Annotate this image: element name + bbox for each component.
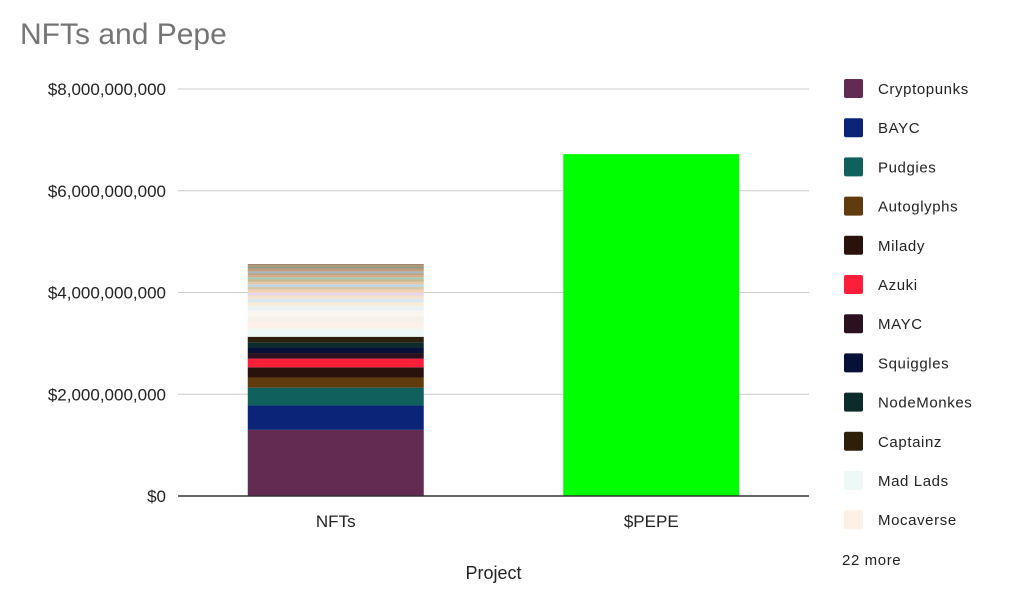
bar-segment[interactable] [247, 269, 424, 272]
x-tick-label: $PEPE [624, 512, 679, 531]
y-tick-label: $2,000,000,000 [48, 385, 166, 404]
legend-swatch[interactable] [844, 118, 863, 138]
bar-segment-mad-lads[interactable] [247, 328, 424, 337]
bar-segment[interactable] [247, 271, 424, 274]
bar-segment[interactable] [247, 292, 424, 296]
bar-segment[interactable] [247, 279, 424, 282]
legend-label[interactable]: Mocaverse [878, 512, 957, 529]
legend-label[interactable]: BAYC [878, 120, 920, 137]
bar-segment[interactable] [247, 275, 424, 278]
bar-segment-autoglyphs[interactable] [247, 377, 424, 388]
bar-segment-cryptopunks[interactable] [247, 429, 424, 496]
legend-swatch[interactable] [844, 392, 863, 412]
bar-segment[interactable] [247, 268, 424, 270]
y-tick-label: $0 [147, 487, 166, 506]
x-tick-label: NFTs [316, 512, 356, 531]
chart-title: NFTs and Pepe [20, 18, 227, 51]
x-axis-title: Project [465, 563, 521, 583]
bar-segment[interactable] [247, 266, 424, 269]
legend-label[interactable]: Squiggles [878, 355, 949, 372]
bar-segment--pepe[interactable] [563, 154, 740, 496]
legend-swatch[interactable] [844, 510, 863, 530]
bar-segment[interactable] [247, 295, 424, 299]
bar-segment-squiggles[interactable] [247, 347, 424, 354]
bar-segment[interactable] [247, 316, 424, 323]
legend-swatch[interactable] [844, 275, 863, 294]
legend-swatch[interactable] [844, 79, 863, 98]
bar-segment-milady[interactable] [247, 367, 424, 378]
bar-segment[interactable] [247, 286, 424, 290]
bar-segment-azuki[interactable] [247, 358, 424, 368]
legend-label[interactable]: Milady [878, 238, 925, 255]
legend-label[interactable]: NodeMonkes [878, 395, 972, 412]
bar-segment-nodemonkes[interactable] [247, 342, 424, 348]
legend-more-link[interactable]: 22 more [842, 552, 901, 569]
bar-segment[interactable] [247, 289, 424, 293]
bar-segment[interactable] [247, 273, 424, 276]
bar-segment[interactable] [247, 265, 424, 267]
bar-segment-bayc[interactable] [247, 405, 424, 430]
legend-label[interactable]: MAYC [878, 316, 923, 333]
y-tick-label: $8,000,000,000 [48, 80, 166, 99]
bar-segment-pudgies[interactable] [247, 387, 424, 406]
bar-segment[interactable] [247, 298, 424, 303]
legend-swatch[interactable] [844, 314, 863, 334]
legend-label[interactable]: Autoglyphs [878, 199, 958, 216]
bar-segment[interactable] [247, 310, 424, 317]
legend-label[interactable]: Captainz [878, 434, 942, 451]
legend-swatch[interactable] [844, 471, 863, 490]
legend-label[interactable]: Cryptopunks [878, 81, 969, 98]
y-tick-label: $6,000,000,000 [48, 182, 166, 201]
bar-segment-mocaverse[interactable] [247, 322, 424, 329]
legend-swatch[interactable] [844, 431, 863, 451]
bar-segment[interactable] [247, 284, 424, 287]
legend-swatch[interactable] [844, 353, 863, 373]
bar-segment-captainz[interactable] [247, 336, 424, 343]
bar-segment[interactable] [247, 277, 424, 280]
bar-segment[interactable] [247, 281, 424, 285]
legend-swatch[interactable] [844, 157, 863, 177]
legend-label[interactable]: Azuki [878, 277, 918, 294]
bar-segment[interactable] [247, 306, 424, 311]
bar-segment-mayc[interactable] [247, 353, 424, 359]
legend-swatch[interactable] [844, 235, 863, 255]
y-tick-label: $4,000,000,000 [48, 284, 166, 303]
legend-swatch[interactable] [844, 196, 863, 216]
legend-label[interactable]: Mad Lads [878, 473, 949, 490]
bar-segment[interactable] [247, 264, 424, 266]
legend-label[interactable]: Pudgies [878, 159, 936, 176]
bar-segment[interactable] [247, 302, 424, 307]
